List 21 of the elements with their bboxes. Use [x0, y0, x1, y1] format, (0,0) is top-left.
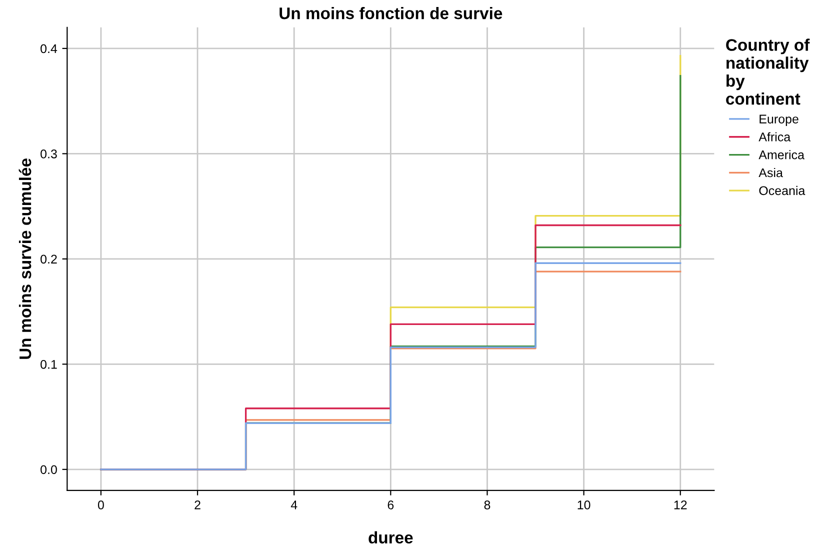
- chart-title: Un moins fonction de survie: [280, 6, 502, 20]
- y-tick-label: 0.3: [40, 149, 57, 158]
- y-axis-title: Un moins survie cumulée: [18, 158, 32, 359]
- x-tick-label: 2: [194, 500, 200, 510]
- x-tick-label: 4: [290, 500, 298, 510]
- x-tick-label: 8: [484, 500, 490, 510]
- x-tick-label: 0: [98, 500, 104, 510]
- x-tick-label: 12: [674, 500, 687, 510]
- x-axis-title: duree: [368, 531, 413, 544]
- legend-label: Asia: [758, 168, 783, 178]
- legend-label: Oceania: [759, 186, 806, 196]
- legend-label: Europe: [760, 114, 798, 126]
- y-tick-label: 0.4: [40, 44, 58, 54]
- x-tick-label: 6: [388, 500, 394, 510]
- y-tick-label: 0.2: [40, 254, 57, 264]
- legend-label: America: [758, 150, 804, 160]
- y-tick-label: 0.1: [40, 360, 57, 369]
- legend-label: Africa: [758, 132, 791, 142]
- legend-title: Country of nationality by continent: [726, 38, 810, 105]
- x-tick-label: 10: [578, 500, 590, 510]
- y-tick-label: 0.0: [40, 465, 57, 474]
